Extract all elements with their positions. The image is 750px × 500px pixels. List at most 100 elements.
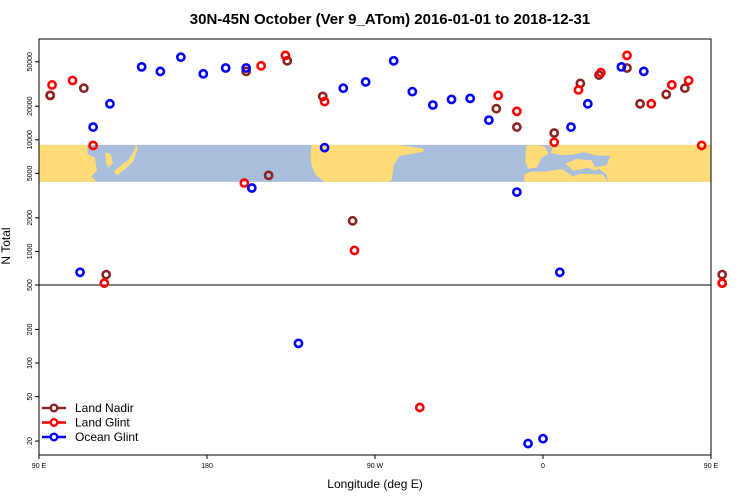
data-point-ocean-glint: [554, 267, 565, 278]
y-axis-label: N Total: [0, 227, 13, 264]
data-point-land-glint: [239, 178, 250, 188]
data-point-land-glint: [683, 75, 694, 86]
data-point-ocean-glint: [338, 83, 349, 94]
series-land-glint: [47, 50, 728, 413]
plot-area: 20 50 100 200 500 1000 2000 5000 10000 20000 50000…: [27, 38, 728, 470]
x-tick-label: 90 E: [704, 463, 719, 470]
data-point-land-glint: [646, 98, 657, 109]
data-point-ocean-glint: [198, 68, 209, 79]
series-land-nadir: [45, 55, 728, 280]
y-tick-label: 20000: [27, 96, 34, 116]
series-ocean-glint: [75, 52, 649, 449]
japan-land: [113, 144, 138, 176]
x-tick-label: 0: [541, 463, 545, 470]
data-point-ocean-glint: [446, 94, 457, 105]
y-tick-label: 50: [27, 393, 34, 401]
legend-marker: [49, 403, 59, 413]
data-point-land-nadir: [78, 83, 89, 94]
data-point-ocean-glint: [523, 438, 533, 449]
asia-land: [39, 144, 97, 182]
data-point-ocean-glint: [407, 86, 418, 97]
data-point-ocean-glint: [388, 55, 399, 66]
data-point-land-glint: [47, 80, 57, 90]
data-point-land-glint: [717, 278, 728, 289]
y-tick-label: 200: [27, 323, 34, 335]
legend-marker: [49, 432, 59, 442]
data-point-land-nadir: [661, 89, 672, 100]
data-point-land-nadir: [549, 128, 560, 138]
legend-label: Land Nadir: [75, 401, 134, 415]
data-point-land-glint: [414, 402, 425, 413]
data-point-land-glint: [280, 50, 291, 61]
x-tick-label: 90 E: [32, 463, 47, 470]
legend-item-ocean-glint: Ocean Glint: [42, 430, 139, 444]
data-point-land-glint: [493, 90, 504, 101]
y-tick-label: 10000: [27, 130, 34, 150]
y-tick-label: 50000: [27, 52, 34, 72]
y-tick-label: 5000: [27, 166, 34, 182]
data-point-land-nadir: [622, 63, 632, 73]
data-point-ocean-glint: [136, 61, 147, 72]
legend-item-land-glint: Land Glint: [42, 416, 130, 430]
data-point-land-glint: [256, 60, 267, 71]
data-point-ocean-glint: [566, 122, 576, 132]
data-point-ocean-glint: [360, 77, 371, 87]
data-point-land-glint: [696, 140, 707, 151]
x-tick-label: 180: [201, 463, 213, 470]
data-point-ocean-glint: [511, 187, 522, 197]
y-tick-label: 20: [27, 437, 34, 445]
data-point-ocean-glint: [75, 267, 85, 278]
x-tick-label: 90 W: [367, 463, 384, 470]
data-point-ocean-glint: [220, 63, 231, 73]
north-america-land: [268, 144, 424, 182]
data-point-ocean-glint: [616, 61, 627, 72]
y-tick-label: 500: [27, 279, 34, 291]
data-point-ocean-glint: [241, 63, 252, 73]
data-point-land-nadir: [347, 215, 358, 226]
data-point-land-glint: [88, 140, 99, 151]
data-point-land-nadir: [679, 83, 690, 94]
europe-asia-land: [548, 144, 711, 182]
data-point-land-glint: [67, 75, 78, 86]
data-point-ocean-glint: [246, 183, 257, 193]
korea-land: [105, 152, 113, 168]
chart-title: 30N-45N October (Ver 9_ATom) 2016-01-01 …: [190, 11, 590, 28]
data-point-ocean-glint: [319, 142, 330, 153]
data-point-land-glint: [622, 50, 632, 61]
data-point-land-nadir: [717, 269, 728, 280]
world-map-band: [39, 144, 711, 182]
x-axis-label: Longitude (deg E): [327, 477, 422, 491]
y-tick-label: 1000: [27, 244, 34, 260]
y-tick-label: 2000: [27, 210, 34, 226]
data-point-land-glint: [666, 80, 677, 90]
data-point-land-glint: [573, 84, 584, 95]
data-point-land-glint: [595, 67, 606, 78]
data-point-land-glint: [349, 245, 360, 256]
data-point-ocean-glint: [427, 100, 438, 110]
north-africa-land: [524, 168, 609, 182]
data-point-land-nadir: [511, 122, 522, 132]
data-point-land-nadir: [635, 98, 645, 109]
y-tick-label: 100: [27, 357, 34, 369]
data-point-ocean-glint: [105, 98, 115, 109]
data-point-land-glint: [319, 96, 330, 107]
data-point-land-nadir: [45, 90, 56, 101]
data-point-land-nadir: [263, 170, 274, 181]
iberia-land: [525, 144, 549, 169]
data-point-land-nadir: [491, 103, 502, 114]
legend-marker: [49, 418, 59, 428]
data-point-ocean-glint: [465, 93, 476, 104]
data-point-land-glint: [511, 106, 522, 117]
data-point-land-nadir: [241, 66, 252, 77]
plot-frame: [38, 38, 712, 456]
data-point-ocean-glint: [483, 115, 494, 126]
data-point-land-glint: [549, 137, 560, 148]
legend-label: Ocean Glint: [75, 430, 139, 444]
data-point-ocean-glint: [175, 52, 186, 63]
data-point-ocean-glint: [538, 433, 548, 444]
data-point-ocean-glint: [293, 338, 304, 349]
legend-item-land-nadir: Land Nadir: [42, 401, 134, 415]
data-point-land-nadir: [101, 269, 112, 280]
